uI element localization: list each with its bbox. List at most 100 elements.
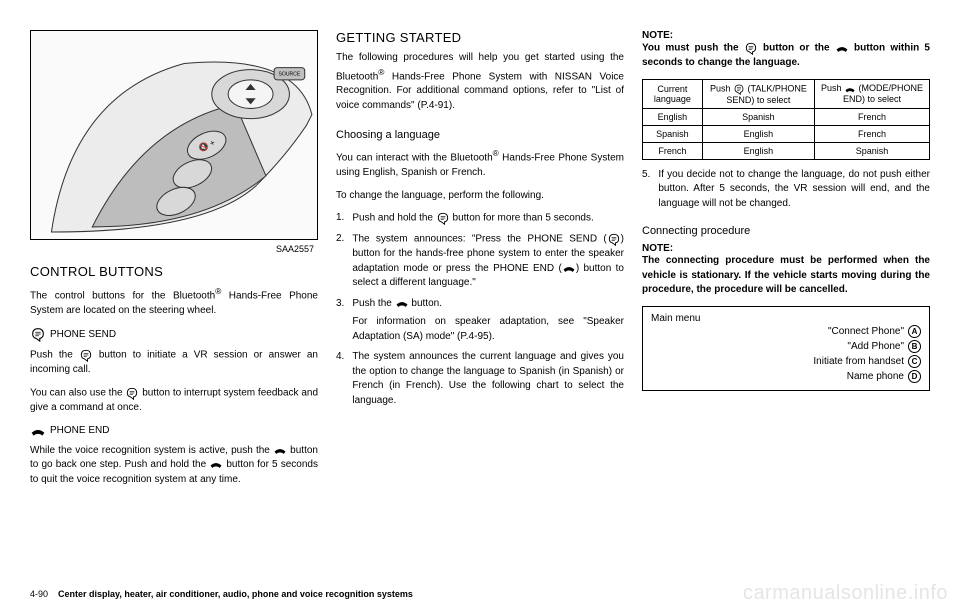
- step-letter: A: [908, 325, 921, 338]
- text: button.: [409, 298, 442, 309]
- text: Push: [821, 83, 844, 93]
- choosing-language-heading: Choosing a language: [336, 129, 624, 141]
- table-row: EnglishSpanishFrench: [643, 108, 930, 125]
- text: button for more than 5 seconds.: [450, 213, 594, 224]
- phone-end-para: While the voice recognition system is ac…: [30, 444, 318, 488]
- phone-end-icon: [395, 297, 409, 309]
- text: The control buttons for the Bluetooth: [30, 290, 215, 301]
- phone-end-icon: [30, 424, 46, 438]
- connecting-procedure-heading: Connecting procedure: [642, 225, 930, 237]
- choosing-language-para-2: To change the language, perform the foll…: [336, 189, 624, 204]
- phone-end-icon: [562, 262, 576, 274]
- text: You must push the: [642, 43, 744, 54]
- page-number: 4-90: [30, 589, 48, 599]
- talk-icon: [436, 211, 450, 225]
- phone-end-heading: PHONE END: [30, 424, 318, 438]
- menu-label: "Connect Phone": [828, 326, 904, 337]
- column-1: SOURCE 🔇 + SAA2557 CONTROL BUTTONS The c…: [30, 30, 318, 550]
- language-table: Current language Push (TALK/PHONE SEND) …: [642, 79, 930, 160]
- column-3: NOTE: You must push the button or the bu…: [642, 30, 930, 550]
- text: The system announces: "Press the PHONE S…: [352, 234, 606, 245]
- list-number: 5.: [642, 168, 650, 212]
- table-cell: Spanish: [702, 108, 814, 125]
- table-header: Current language: [643, 79, 703, 108]
- text: (MODE/PHONE END) to select: [843, 83, 923, 104]
- control-buttons-para: The control buttons for the Bluetooth® H…: [30, 285, 318, 318]
- list-number: 1.: [336, 211, 344, 226]
- list-text: Push and hold the button for more than 5…: [352, 211, 593, 226]
- text: Push and hold the: [352, 213, 435, 224]
- list-subtext: For information on speaker adaptation, s…: [352, 315, 624, 344]
- control-buttons-heading: CONTROL BUTTONS: [30, 264, 318, 279]
- talk-icon: [607, 232, 621, 246]
- page: SOURCE 🔇 + SAA2557 CONTROL BUTTONS The c…: [0, 0, 960, 570]
- table-cell: English: [702, 142, 814, 159]
- choosing-language-para-1: You can interact with the Bluetooth® Han…: [336, 147, 624, 180]
- menu-label: "Add Phone": [847, 341, 904, 352]
- text: Push: [710, 83, 733, 93]
- list-item: 1. Push and hold the button for more tha…: [336, 211, 624, 226]
- phone-send-heading: PHONE SEND: [30, 326, 318, 342]
- talk-icon: [125, 386, 139, 400]
- procedure-list-continued: 5. If you decide not to change the langu…: [642, 168, 930, 218]
- note-heading: NOTE:: [642, 243, 930, 254]
- list-text: If you decide not to change the language…: [658, 168, 930, 212]
- phone-send-label: PHONE SEND: [50, 329, 116, 340]
- table-cell: French: [643, 142, 703, 159]
- phone-end-icon: [844, 84, 856, 94]
- list-item: 5. If you decide not to change the langu…: [642, 168, 930, 212]
- phone-send-para-2: You can also use the button to interrupt…: [30, 386, 318, 416]
- list-number: 4.: [336, 350, 344, 408]
- list-text: The system announces the current languag…: [352, 350, 624, 408]
- menu-heading: Main menu: [651, 313, 921, 324]
- menu-label: Name phone: [847, 371, 904, 382]
- menu-row: Initiate from handset C: [651, 354, 921, 369]
- step-letter: B: [908, 340, 921, 353]
- section-title: Center display, heater, air conditioner,…: [58, 589, 413, 599]
- list-item: 3. Push the button. For information on s…: [336, 297, 624, 345]
- step-letter: C: [908, 355, 921, 368]
- talk-icon: [30, 326, 46, 342]
- menu-row: Name phone D: [651, 369, 921, 384]
- list-number: 3.: [336, 297, 344, 345]
- text: You can interact with the Bluetooth: [336, 153, 493, 164]
- list-item: 4. The system announces the current lang…: [336, 350, 624, 408]
- talk-icon: [733, 83, 745, 95]
- getting-started-heading: GETTING STARTED: [336, 30, 624, 45]
- table-cell: English: [643, 108, 703, 125]
- phone-end-label: PHONE END: [50, 425, 109, 436]
- text: Push the: [352, 298, 394, 309]
- phone-send-para-1: Push the button to initiate a VR session…: [30, 348, 318, 378]
- table-header: Push (MODE/PHONE END) to select: [815, 79, 930, 108]
- main-menu-box: Main menu "Connect Phone"A "Add Phone"B …: [642, 306, 930, 391]
- text: button or the: [758, 43, 835, 54]
- figure-label: SAA2557: [30, 244, 318, 254]
- table-cell: English: [702, 125, 814, 142]
- menu-row: "Connect Phone" A: [651, 324, 921, 339]
- table-cell: French: [815, 125, 930, 142]
- list-text: Push the button. For information on spea…: [352, 297, 624, 345]
- table-header: Push (TALK/PHONE SEND) to select: [702, 79, 814, 108]
- step-letter: D: [908, 370, 921, 383]
- table-row: FrenchEnglishSpanish: [643, 142, 930, 159]
- menu-label: Initiate from handset: [813, 356, 904, 367]
- steering-wheel-illustration: SOURCE 🔇 +: [31, 31, 317, 239]
- list-number: 2.: [336, 232, 344, 291]
- text: While the voice recognition system is ac…: [30, 445, 273, 456]
- svg-text:SOURCE: SOURCE: [279, 72, 301, 78]
- talk-icon: [79, 348, 93, 362]
- table-cell: French: [815, 108, 930, 125]
- note-heading: NOTE:: [642, 30, 930, 41]
- steering-wheel-figure: SOURCE 🔇 +: [30, 30, 318, 240]
- menu-row: "Add Phone" B: [651, 339, 921, 354]
- phone-end-icon: [835, 42, 849, 54]
- table-cell: Spanish: [643, 125, 703, 142]
- list-text: The system announces: "Press the PHONE S…: [352, 232, 624, 291]
- talk-icon: [744, 41, 758, 55]
- column-2: GETTING STARTED The following procedures…: [336, 30, 624, 550]
- phone-end-icon: [209, 458, 223, 470]
- watermark: carmanualsonline.info: [743, 582, 948, 605]
- note-body: The connecting procedure must be perform…: [642, 254, 930, 298]
- phone-end-icon: [273, 444, 287, 456]
- text: Push the: [30, 350, 79, 361]
